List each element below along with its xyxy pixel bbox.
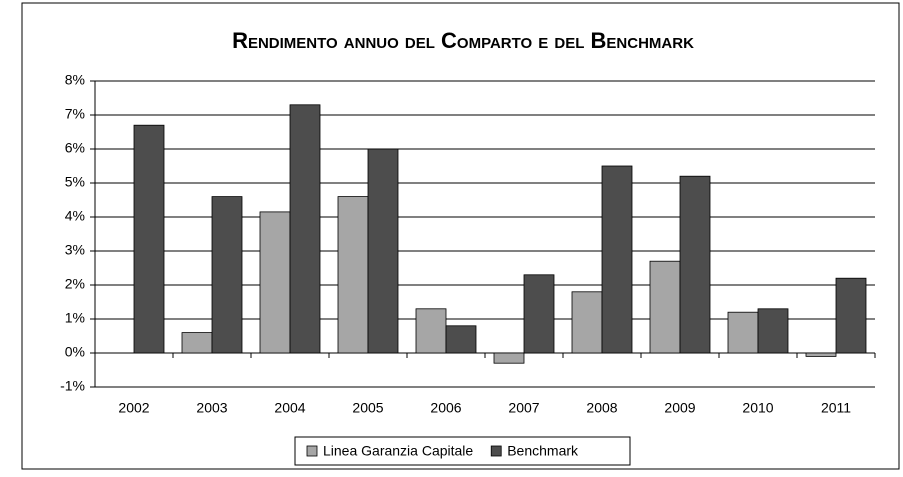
x-tick-label: 2010 bbox=[742, 400, 773, 416]
y-tick-label: 1% bbox=[65, 310, 85, 326]
bar bbox=[571, 291, 603, 354]
y-tick-label: 3% bbox=[65, 242, 85, 258]
bar bbox=[133, 124, 165, 354]
bar bbox=[493, 352, 525, 364]
y-tick-label: 5% bbox=[65, 174, 85, 190]
x-tick-label: 2007 bbox=[508, 400, 539, 416]
chart-title: Rendimento annuo del Comparto e del Benc… bbox=[232, 28, 694, 53]
y-tick-label: 4% bbox=[65, 208, 85, 224]
x-tick-label: 2008 bbox=[586, 400, 617, 416]
bar bbox=[649, 260, 681, 354]
bar bbox=[415, 308, 447, 354]
bar bbox=[679, 175, 711, 354]
bar bbox=[523, 274, 555, 354]
y-tick-label: -1% bbox=[60, 378, 85, 394]
x-tick-label: 2006 bbox=[430, 400, 461, 416]
bar bbox=[757, 308, 789, 354]
bar bbox=[211, 196, 243, 354]
legend-label: Linea Garanzia Capitale bbox=[323, 443, 473, 459]
legend-swatch bbox=[306, 445, 318, 457]
x-tick-label: 2005 bbox=[352, 400, 383, 416]
y-tick-label: 6% bbox=[65, 140, 85, 156]
bar bbox=[181, 332, 213, 354]
bar bbox=[289, 104, 321, 354]
bar bbox=[835, 277, 867, 354]
bar bbox=[805, 352, 837, 357]
x-tick-label: 2009 bbox=[664, 400, 695, 416]
x-tick-label: 2002 bbox=[118, 400, 149, 416]
bar bbox=[337, 196, 369, 354]
bar bbox=[445, 325, 477, 354]
bar bbox=[367, 148, 399, 354]
bar bbox=[259, 211, 291, 354]
y-tick-label: 0% bbox=[65, 344, 85, 360]
legend-box bbox=[294, 436, 631, 466]
legend-label: Benchmark bbox=[507, 443, 579, 459]
bar bbox=[727, 311, 759, 354]
y-tick-label: 7% bbox=[65, 106, 85, 122]
x-tick-label: 2011 bbox=[821, 400, 851, 416]
y-tick-label: 2% bbox=[65, 276, 85, 292]
x-tick-label: 2003 bbox=[196, 400, 227, 416]
bar bbox=[601, 165, 633, 354]
y-tick-label: 8% bbox=[65, 72, 85, 88]
x-tick-label: 2004 bbox=[274, 400, 305, 416]
legend-swatch bbox=[490, 445, 502, 457]
